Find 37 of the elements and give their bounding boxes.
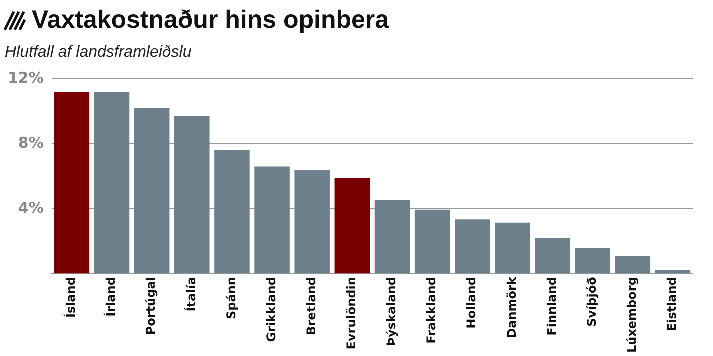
bar (495, 222, 530, 274)
bar (174, 116, 210, 274)
x-tick-label: Holland (464, 277, 479, 329)
y-tick-label: 8% (18, 134, 44, 152)
bar (214, 150, 250, 274)
bar (454, 220, 490, 274)
x-tick-label: Svíþjóð (584, 277, 599, 327)
x-tick-label: Spánn (224, 277, 238, 320)
x-tick-label: Írland (103, 277, 118, 317)
x-tick-label: Evrulöndin (344, 277, 359, 350)
x-tick-label: Þýskaland (384, 277, 399, 346)
chart-subtitle: Hlutfall af landsframleiðslu (5, 44, 192, 62)
x-tick-label: Portúgal (144, 277, 158, 336)
x-tick-label: Danmörk (504, 276, 519, 338)
x-tick-label: Bretland (304, 277, 318, 336)
x-tick-label: Ísland (63, 277, 78, 318)
x-tick-label: Lúxemborg (625, 277, 640, 354)
x-tick-label: Grikkland (264, 277, 278, 342)
x-tick-label: Finnland (544, 277, 559, 336)
bar (575, 248, 610, 274)
bar (94, 92, 130, 274)
y-tick-label: 12% (8, 68, 44, 87)
bar (254, 166, 290, 274)
bar (334, 178, 370, 274)
bar (535, 238, 570, 274)
y-tick-label: 4% (18, 198, 44, 217)
bar (615, 256, 651, 274)
bar (294, 170, 330, 274)
bar (414, 210, 450, 274)
bar (134, 108, 170, 274)
x-tick-label: Eistland (665, 277, 680, 332)
bar (655, 270, 691, 274)
bar (54, 92, 90, 274)
chart-title: Vaxtakostnaður hins opinbera (32, 6, 390, 35)
bar (374, 200, 410, 274)
x-tick-label: Ítalía (183, 277, 198, 312)
x-tick-label: Frakkland (424, 277, 439, 344)
